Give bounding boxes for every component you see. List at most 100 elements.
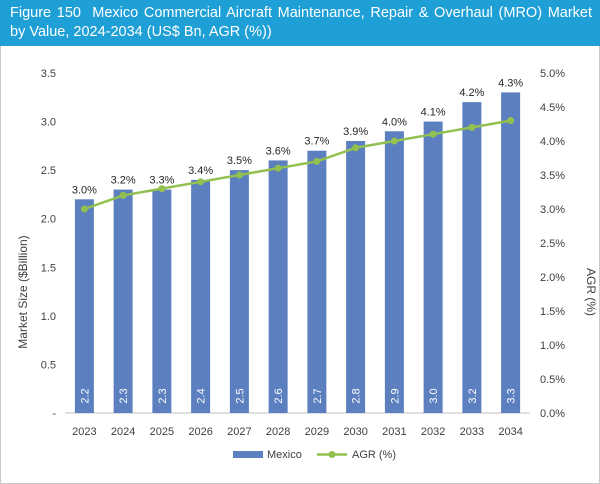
- bar: [268, 160, 288, 413]
- combo-chart: - 0.5 1.0 1.5 2.0 2.5 3.0 3.5 0.0% 0.5% 1.0% 1.5% 2…: [16, 68, 598, 461]
- y-right-tick-label: 5.0%: [540, 68, 565, 80]
- agr-point: [274, 164, 282, 172]
- bar-value-label: 2.5: [234, 388, 246, 403]
- y-left-tick-label: 0.5: [41, 359, 56, 371]
- line-series-agr: [80, 117, 515, 213]
- agr-point: [352, 144, 360, 152]
- left-axis-ticks: - 0.5 1.0 1.5 2.0 2.5 3.0 3.5: [41, 68, 57, 420]
- y-right-tick-label: 0.5%: [540, 374, 565, 386]
- agr-value-label: 4.0%: [382, 116, 407, 128]
- agr-value-label: 3.4%: [188, 165, 213, 177]
- y-left-tick-label: -: [52, 408, 56, 420]
- agr-point: [235, 171, 243, 179]
- bar-series-mexico: [74, 92, 521, 414]
- agr-value-label: 3.2%: [111, 175, 136, 187]
- chart-title: Figure 150 Mexico Commercial Aircraft Ma…: [10, 4, 592, 42]
- bar: [501, 92, 521, 413]
- bar-value-label: 2.4: [196, 388, 208, 403]
- chart-title-text: Mexico Commercial Aircraft Maintenance, …: [10, 5, 593, 40]
- bar: [229, 170, 249, 413]
- x-axis-ticks: 2023 2024 2025 2026 2027 2028 2029 2030 2031 2032…: [72, 426, 523, 438]
- y-right-tick-label: 3.0%: [540, 204, 565, 216]
- agr-point: [313, 157, 321, 165]
- y-right-tick-label: 0.0%: [540, 408, 565, 420]
- y-right-tick-label: 3.5%: [540, 170, 565, 182]
- agr-value-label: 3.5%: [227, 155, 252, 167]
- agr-point: [80, 205, 88, 213]
- agr-point: [507, 117, 515, 125]
- y-right-axis-title: AGR (%): [584, 268, 598, 316]
- bar: [307, 150, 327, 413]
- y-left-axis-title: Market Size ($Billion): [16, 235, 30, 348]
- bar: [384, 131, 404, 413]
- x-tick-label: 2026: [188, 426, 212, 438]
- agr-value-label: 3.3%: [149, 175, 174, 187]
- legend: Mexico AGR (%): [233, 449, 396, 461]
- agr-value-label: 4.1%: [421, 107, 446, 119]
- y-left-tick-label: 1.5: [41, 262, 56, 274]
- bar-value-label: 2.3: [157, 388, 169, 403]
- bar-value-label: 2.7: [312, 388, 324, 403]
- x-tick-label: 2030: [343, 426, 367, 438]
- legend-swatch-mexico: [233, 451, 263, 458]
- figure-label: Figure 150: [10, 5, 81, 21]
- bar-value-label: 2.2: [79, 388, 91, 403]
- y-right-tick-label: 2.0%: [540, 272, 565, 284]
- x-tick-label: 2028: [266, 426, 290, 438]
- bar-value-label: 2.9: [389, 388, 401, 403]
- agr-value-labels: 3.0% 3.2% 3.3% 3.4% 3.5% 3.6% 3.7% 3.9% 4.0% 4.1%…: [72, 77, 524, 196]
- y-right-tick-label: 1.5%: [540, 306, 565, 318]
- legend-swatch-agr-marker: [328, 451, 336, 458]
- agr-point: [119, 191, 127, 199]
- y-left-tick-label: 3.5: [41, 68, 56, 80]
- bar-value-label: 3.3: [506, 388, 518, 403]
- legend-label-agr: AGR (%): [352, 449, 396, 461]
- x-tick-label: 2024: [111, 426, 135, 438]
- agr-value-label: 3.0%: [72, 184, 97, 196]
- bar: [462, 102, 482, 413]
- x-tick-label: 2023: [72, 426, 96, 438]
- x-tick-label: 2032: [421, 426, 445, 438]
- bar-value-labels: 2.2 2.3 2.3 2.4 2.5 2.6 2.7 2.8 2.9 3.0 3.2 3.3: [79, 388, 517, 403]
- y-left-tick-label: 3.0: [41, 117, 56, 129]
- bar-value-label: 2.3: [118, 388, 130, 403]
- y-left-tick-label: 2.0: [41, 214, 56, 226]
- x-tick-label: 2027: [227, 426, 251, 438]
- agr-line: [83, 119, 511, 211]
- y-left-tick-label: 2.5: [41, 165, 56, 177]
- bar: [191, 179, 211, 413]
- agr-point: [390, 137, 398, 145]
- agr-point: [197, 178, 205, 186]
- agr-value-label: 3.6%: [266, 145, 291, 157]
- x-tick-label: 2033: [460, 426, 484, 438]
- y-right-tick-label: 2.5%: [540, 238, 565, 250]
- agr-value-label: 3.9%: [343, 126, 368, 138]
- agr-value-label: 3.7%: [304, 136, 329, 148]
- bar: [152, 189, 172, 413]
- agr-point: [429, 130, 437, 138]
- y-left-tick-label: 1.0: [41, 311, 56, 323]
- agr-point: [158, 185, 166, 193]
- bar-value-label: 3.0: [428, 388, 440, 403]
- bar-value-label: 2.8: [351, 388, 363, 403]
- x-tick-label: 2029: [305, 426, 329, 438]
- y-right-tick-label: 1.0%: [540, 340, 565, 352]
- bar: [74, 199, 94, 413]
- x-tick-label: 2034: [498, 426, 522, 438]
- agr-point: [468, 123, 476, 131]
- y-right-tick-label: 4.0%: [540, 136, 565, 148]
- bar-value-label: 2.6: [273, 388, 285, 403]
- x-tick-label: 2031: [382, 426, 406, 438]
- agr-value-label: 4.2%: [459, 87, 484, 99]
- right-axis-ticks: 0.0% 0.5% 1.0% 1.5% 2.0% 2.5% 3.0% 3.5% 4.0% 4.5%…: [540, 68, 565, 420]
- bar: [113, 189, 133, 413]
- y-right-tick-label: 4.5%: [540, 102, 565, 114]
- agr-value-label: 4.3%: [498, 77, 523, 89]
- legend-label-mexico: Mexico: [267, 449, 302, 461]
- bar-value-label: 3.2: [467, 388, 479, 403]
- bar: [346, 141, 366, 413]
- bar: [423, 121, 443, 414]
- x-tick-label: 2025: [150, 426, 174, 438]
- title-bar: Figure 150 Mexico Commercial Aircraft Ma…: [0, 0, 600, 46]
